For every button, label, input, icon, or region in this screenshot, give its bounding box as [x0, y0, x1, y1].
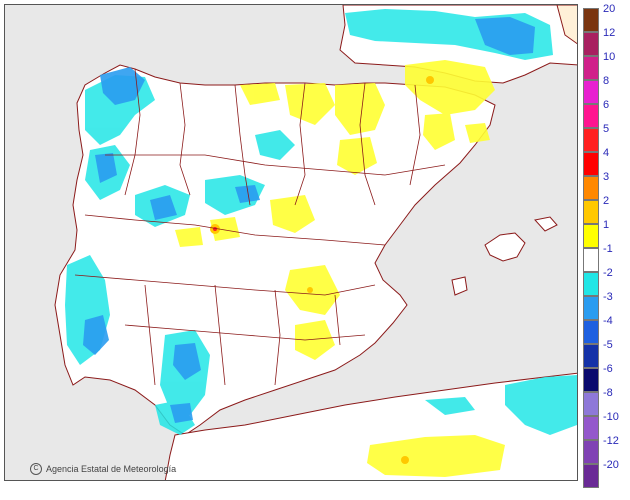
legend-label: 20	[603, 3, 616, 15]
legend-swatch	[583, 104, 599, 128]
legend-swatch	[583, 80, 599, 104]
legend-swatch	[583, 200, 599, 224]
legend-label: -10	[603, 411, 619, 423]
legend-label: 5	[603, 123, 610, 135]
legend-swatch	[583, 32, 599, 56]
legend-label: 6	[603, 99, 610, 111]
ibiza	[451, 276, 468, 296]
legend-swatch	[583, 368, 599, 392]
legend-swatch	[583, 176, 599, 200]
legend-label: 1	[603, 219, 610, 231]
legend-label: -4	[603, 315, 613, 327]
temperature-anomaly-map	[5, 5, 577, 480]
legend-label: 3	[603, 171, 610, 183]
mallorca	[484, 232, 526, 262]
province-borders	[74, 68, 446, 386]
anomaly-red-dot	[213, 227, 217, 231]
legend-swatch	[583, 416, 599, 440]
legend-swatch	[583, 344, 599, 368]
legend-swatch	[583, 152, 599, 176]
map-frame	[4, 4, 578, 481]
legend-swatch	[583, 224, 599, 248]
coast-edge	[556, 5, 577, 45]
legend-swatch	[583, 440, 599, 464]
legend-swatch	[583, 56, 599, 80]
legend-label: -2	[603, 267, 613, 279]
color-legend: 20 12 10 8 6 5 4 3 2 1 -1 -2 -3 -4 -5 -6 -8 -10 -12 -20	[583, 4, 627, 490]
legend-label: 10	[603, 51, 616, 63]
credit-text: Agencia Estatal de Meteorología	[46, 464, 177, 474]
legend-swatch	[583, 128, 599, 152]
legend-swatch	[583, 320, 599, 344]
legend-swatch	[583, 392, 599, 416]
legend-label: 8	[603, 75, 610, 87]
legend-label: 4	[603, 147, 610, 159]
legend-swatch	[583, 248, 599, 272]
legend-label: 12	[603, 27, 616, 39]
anomaly-blue	[83, 17, 535, 423]
legend-label: 2	[603, 195, 610, 207]
legend-swatch	[583, 296, 599, 320]
menorca	[534, 216, 558, 232]
legend-label: -3	[603, 291, 613, 303]
legend-swatch	[583, 464, 599, 488]
legend-label: -6	[603, 363, 613, 375]
legend-label: -20	[603, 459, 619, 471]
legend-label: -1	[603, 243, 613, 255]
credit: C Agencia Estatal de Meteorología	[30, 463, 176, 475]
legend-label: -5	[603, 339, 613, 351]
copyright-icon: C	[30, 463, 42, 475]
legend-swatch	[583, 272, 599, 296]
legend-swatch	[583, 8, 599, 32]
legend-label: -12	[603, 435, 619, 447]
legend-label: -8	[603, 387, 613, 399]
